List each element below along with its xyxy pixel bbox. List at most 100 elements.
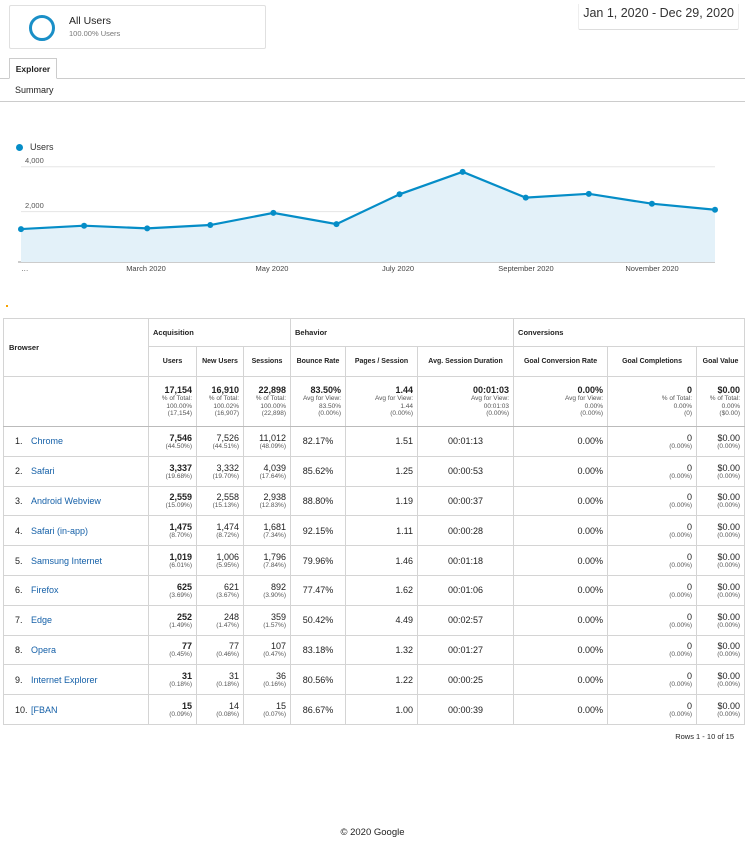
- date-range-picker[interactable]: Jan 1, 2020 - Dec 29, 2020: [578, 4, 739, 30]
- bounce-rate-cell: 83.18%: [290, 634, 346, 666]
- browser-link[interactable]: Edge: [31, 615, 53, 626]
- new-users-cell: 1,006 (5.95%): [196, 545, 244, 576]
- data-point[interactable]: [712, 206, 718, 213]
- users-line: [20, 170, 716, 231]
- table-row[interactable]: 4. Safari (in-app) 1,475 (8.70%) 1,474 (8.72%…: [3, 515, 745, 547]
- data-point[interactable]: [396, 191, 403, 198]
- table-row[interactable]: 1. Chrome 7,546 (44.50%) 7,526 (44.51%) 11,012…: [3, 426, 745, 457]
- sessions-cell: 2,938 (12.83%): [243, 485, 291, 517]
- goal-completions-cell: 0 (0.00%): [607, 604, 698, 636]
- users-line-chart: 4,000 2,000 … March 2020 May 2020 July 2020 S…: [18, 156, 718, 273]
- goal-value-cell: $0.00 (0.00%): [696, 455, 745, 487]
- sessions-cell: 892 (3.90%): [243, 574, 291, 606]
- table-row[interactable]: 7. Edge 252 (1.49%) 248 (1.47%) 359 (1.57%) 50.4…: [3, 604, 745, 636]
- data-point[interactable]: [522, 194, 529, 201]
- totals-row: 17,154% of Total: 100.00% (17,154) 16,910%…: [3, 376, 745, 427]
- goal-value-cell: $0.00 (0.00%): [696, 545, 745, 576]
- total-avg-duration: 00:01:03 Avg for View: 00:01:03 (0.00%): [416, 376, 515, 427]
- col-users[interactable]: Users: [148, 346, 197, 377]
- goal-conversion-rate-cell: 0.00%: [513, 455, 609, 487]
- table-row[interactable]: 8. Opera 77 (0.45%) 77 (0.46%) 107 (0.47%) 83.18…: [3, 634, 745, 666]
- data-point[interactable]: [585, 190, 592, 197]
- tab-explorer[interactable]: Explorer: [9, 58, 57, 79]
- data-point[interactable]: [459, 168, 466, 175]
- pages-session-cell: 1.46: [345, 545, 418, 576]
- browser-link[interactable]: Opera: [31, 644, 57, 655]
- table-row[interactable]: 2. Safari 3,337 (19.68%) 3,332 (19.70%) 4,039(…: [3, 455, 745, 487]
- avg-duration-cell: 00:01:06: [416, 574, 515, 606]
- browser-link[interactable]: Chrome: [31, 436, 64, 447]
- col-goal-value[interactable]: Goal Value: [696, 346, 745, 377]
- subnav-bar: Summary: [0, 79, 745, 102]
- avg-duration-cell: 00:00:28: [416, 515, 515, 547]
- goal-completions-cell: 0 (0.00%): [607, 426, 698, 457]
- sessions-cell: 1,796 (7.84%): [243, 545, 291, 576]
- total-sessions: 22,898% of Total: 100.00% (22,898): [243, 376, 291, 427]
- browser-link[interactable]: Internet Explorer: [31, 674, 98, 685]
- col-sessions[interactable]: Sessions: [243, 346, 291, 377]
- bounce-rate-cell: 86.67%: [290, 694, 346, 725]
- goal-conversion-rate-cell: 0.00%: [513, 634, 609, 666]
- avg-duration-cell: 00:00:25: [416, 664, 515, 696]
- table-row[interactable]: 3. Android Webview 2,559 (15.09%) 2,558 (15.1…: [3, 485, 745, 517]
- row-index: 2.: [15, 466, 23, 477]
- col-pages-session[interactable]: Pages / Session: [345, 346, 418, 377]
- y-tick-label: 2,000: [25, 201, 44, 210]
- pages-session-cell: 4.49: [345, 604, 418, 636]
- subnav-summary[interactable]: Summary: [15, 85, 54, 95]
- data-point[interactable]: [270, 209, 277, 216]
- data-point[interactable]: [648, 200, 655, 207]
- goal-completions-cell: 0 (0.00%): [607, 664, 698, 696]
- y-tick-label: 4,000: [25, 156, 44, 165]
- table-row[interactable]: 10. [FBAN 15 (0.09%) 14 (0.08%) 15 (0.07%) 86.67…: [3, 694, 745, 725]
- header-browser: Browser: [3, 318, 149, 377]
- goal-value-cell: $0.00 (0.00%): [696, 604, 745, 636]
- table-row[interactable]: 5. Samsung Internet 1,019 (6.01%) 1,006 (5.95…: [3, 545, 745, 576]
- col-avg-session-duration[interactable]: Avg. Session Duration: [416, 346, 515, 377]
- legend-dot-icon: [16, 144, 23, 151]
- x-tick-label: November 2020: [625, 264, 678, 273]
- row-index: 9.: [15, 674, 23, 685]
- table-row[interactable]: 6. Firefox 625 (3.69%) 621 (3.67%) 892 (3.90%) 7…: [3, 574, 745, 606]
- data-point[interactable]: [207, 222, 214, 229]
- data-point[interactable]: [333, 221, 340, 228]
- new-users-cell: 7,526 (44.51%): [196, 426, 244, 457]
- col-bounce-rate[interactable]: Bounce Rate: [290, 346, 346, 377]
- col-new-users[interactable]: New Users: [196, 346, 244, 377]
- sessions-cell: 36 (0.16%): [243, 664, 291, 696]
- data-point[interactable]: [18, 226, 24, 233]
- goal-value-cell: $0.00 (0.00%): [696, 485, 745, 517]
- goal-conversion-rate-cell: 0.00%: [513, 545, 609, 576]
- goal-completions-cell: 0 (0.00%): [607, 515, 698, 547]
- pages-session-cell: 1.19: [345, 485, 418, 517]
- col-goal-conversion-rate[interactable]: Goal Conversion Rate: [513, 346, 609, 377]
- browser-link[interactable]: Safari: [31, 466, 55, 477]
- browser-link[interactable]: Samsung Internet: [31, 555, 103, 566]
- browser-cell: 6. Firefox: [3, 574, 149, 606]
- browser-link[interactable]: Firefox: [31, 585, 59, 596]
- new-users-cell: 621 (3.67%): [196, 574, 244, 606]
- users-cell: 1,475 (8.70%): [148, 515, 197, 547]
- browser-cell: 5. Samsung Internet: [3, 545, 149, 576]
- sessions-cell: 359 (1.57%): [243, 604, 291, 636]
- browser-link[interactable]: Android Webview: [31, 495, 101, 506]
- sessions-cell: 1,681 (7.34%): [243, 515, 291, 547]
- browser-link[interactable]: [FBAN: [31, 704, 58, 715]
- data-point[interactable]: [81, 222, 88, 229]
- avg-duration-cell: 00:00:37: [416, 485, 515, 517]
- bounce-rate-cell: 88.80%: [290, 485, 346, 517]
- browser-link[interactable]: Safari (in-app): [31, 525, 89, 536]
- goal-value-cell: $0.00 (0.00%): [696, 515, 745, 547]
- row-index: 1.: [15, 436, 23, 447]
- pagination-info: Rows 1 - 10 of 15: [675, 732, 734, 741]
- segment-percentage: 100.00% Users: [69, 29, 121, 38]
- segment-card[interactable]: All Users 100.00% Users: [9, 5, 266, 49]
- goal-completions-cell: 0 (0.00%): [607, 545, 698, 576]
- data-point[interactable]: [144, 225, 151, 232]
- goal-conversion-rate-cell: 0.00%: [513, 426, 609, 457]
- goal-conversion-rate-cell: 0.00%: [513, 664, 609, 696]
- pages-session-cell: 1.32: [345, 634, 418, 666]
- col-goal-completions[interactable]: Goal Completions: [607, 346, 698, 377]
- users-cell: 252 (1.49%): [148, 604, 197, 636]
- table-row[interactable]: 9. Internet Explorer 31 (0.18%) 31 (0.18%) 36(…: [3, 664, 745, 696]
